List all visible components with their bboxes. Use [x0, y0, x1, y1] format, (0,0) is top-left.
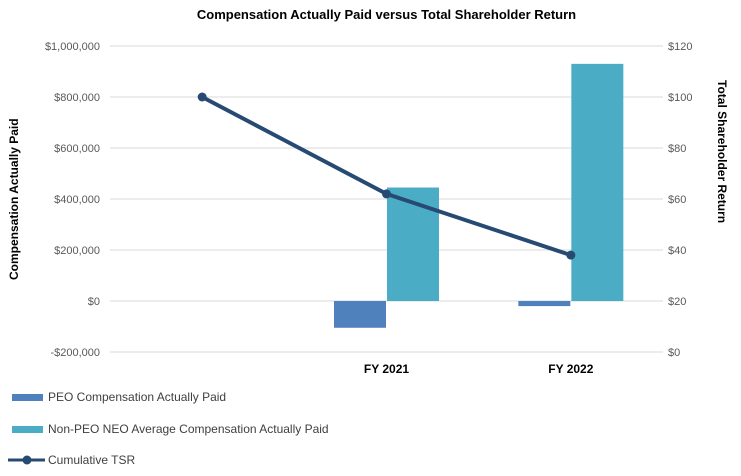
right-axis-title: Total Shareholder Return [715, 80, 729, 224]
x-axis-label: FY 2021 [364, 362, 409, 376]
bar-peo-FY 2022 [518, 301, 571, 307]
non-peo-series-swatch [12, 425, 43, 433]
right-axis-tick-label: $100 [668, 92, 692, 104]
tsr-marker [566, 250, 576, 260]
bar-peo-FY 2021 [334, 301, 386, 328]
left-axis-tick-label: $600,000 [54, 143, 100, 155]
legend-label-tsr: Cumulative TSR [48, 453, 136, 467]
right-axis-tick-label: $60 [668, 194, 686, 206]
left-axis-tick-label: $1,000,000 [45, 41, 100, 53]
chart-title: Compensation Actually Paid versus Total … [196, 7, 577, 22]
peo-series-swatch [12, 393, 43, 401]
tsr-line [200, 95, 573, 258]
left-axis-tick-label: $800,000 [54, 92, 100, 104]
legend-item-peo: PEO Compensation Actually Paid [12, 389, 226, 405]
left-axis-tick-label: $200,000 [54, 245, 100, 257]
legend-item-non-peo: Non-PEO NEO Average Compensation Actuall… [12, 421, 329, 437]
bar-non-peo-FY 2022 [571, 63, 624, 301]
left-axis-tick-label: $0 [88, 296, 100, 308]
tsr-marker [382, 189, 391, 199]
left-axis-tick-label: $400,000 [54, 194, 100, 206]
legend-item-tsr: Cumulative TSR [8, 452, 135, 468]
right-axis-tick-label: $80 [668, 143, 686, 155]
legend-label-peo: PEO Compensation Actually Paid [48, 390, 227, 404]
right-axis-tick-label: $40 [668, 245, 686, 257]
x-axis-label: FY 2022 [548, 362, 593, 376]
right-axis-tick-label: $120 [668, 41, 692, 53]
legend-label-non-peo: Non-PEO NEO Average Compensation Actuall… [48, 422, 329, 436]
tsr-marker [197, 92, 207, 102]
left-axis-tick-label: -$200,000 [50, 347, 100, 359]
right-axis-tick-label: $0 [668, 347, 680, 359]
right-axis-tick-label: $20 [668, 296, 686, 308]
tsr-line-marker-swatch [8, 455, 45, 465]
